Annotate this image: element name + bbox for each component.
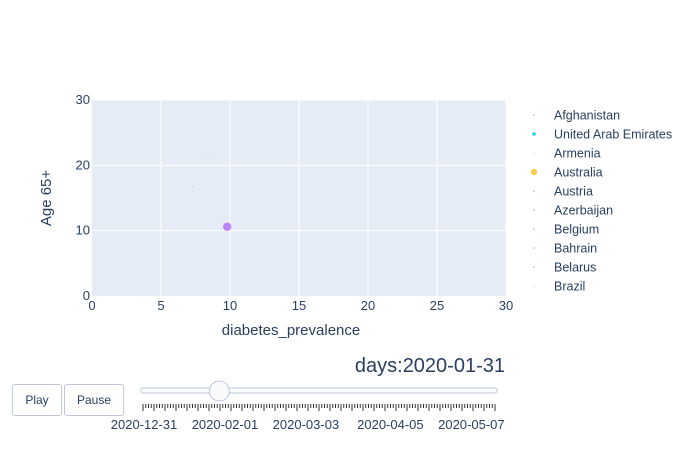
- slider-handle[interactable]: [208, 380, 230, 402]
- scatter-point: [191, 185, 194, 187]
- y-axis-title: Age 65+: [38, 170, 55, 227]
- slider-tick-label: 2020-04-05: [357, 417, 424, 432]
- legend-label: Australia: [554, 166, 603, 180]
- legend-item[interactable]: Belgium: [533, 223, 599, 237]
- slider-current-value: days:2020-01-31: [355, 355, 505, 377]
- slider-tick-label: 2020-03-03: [273, 417, 340, 432]
- legend-marker: [533, 266, 535, 268]
- play-button[interactable]: Play: [12, 384, 62, 416]
- legend-label: Austria: [554, 185, 593, 199]
- legend-item[interactable]: Australia: [530, 166, 603, 180]
- legend-marker: [533, 190, 535, 192]
- legend-label: Brazil: [554, 280, 585, 294]
- legend[interactable]: Afghanistan United Arab Emirates Armenia Au…: [530, 109, 672, 294]
- legend-item[interactable]: Brazil: [533, 280, 585, 294]
- y-tick-label: 30: [76, 92, 90, 107]
- legend-marker: [530, 168, 538, 176]
- legend-marker: [533, 209, 535, 211]
- x-tick-label: 10: [223, 298, 237, 313]
- slider-prefix: days:: [355, 355, 403, 377]
- legend-item[interactable]: Afghanistan: [533, 109, 620, 123]
- slider-tick-label: 2020-02-01: [192, 417, 259, 432]
- legend-item[interactable]: Austria: [533, 185, 593, 199]
- legend-marker: [532, 132, 536, 136]
- pause-button[interactable]: Pause: [64, 384, 124, 416]
- x-tick-label: 0: [88, 298, 95, 313]
- legend-label: Azerbaijan: [554, 204, 613, 218]
- x-tick-label: 25: [430, 298, 444, 313]
- date-slider[interactable]: days:2020-01-31 2020-12-31 2020-02-01 2020-…: [111, 355, 505, 432]
- legend-item[interactable]: Bahrain: [533, 242, 597, 256]
- slider-current-label: days:2020-01-31: [355, 355, 505, 377]
- legend-label: Belgium: [554, 223, 599, 237]
- y-tick-label: 10: [76, 223, 90, 238]
- legend-item[interactable]: Belarus: [533, 261, 596, 275]
- legend-label: Belarus: [554, 261, 596, 275]
- legend-label: United Arab Emirates: [554, 128, 672, 142]
- y-tick-label: 0: [83, 288, 90, 303]
- y-tick-label: 20: [76, 157, 90, 172]
- scatter-point: [222, 221, 232, 232]
- slider-value: 2020-01-31: [403, 355, 505, 377]
- x-axis-title: diabetes_prevalence: [222, 322, 360, 339]
- legend-label: Armenia: [554, 147, 601, 161]
- legend-item[interactable]: Azerbaijan: [533, 204, 613, 218]
- x-tick-label: 5: [157, 298, 164, 313]
- slider-tick-label: 2020-12-31: [111, 417, 178, 432]
- legend-marker: [533, 285, 535, 287]
- x-tick-label: 20: [361, 298, 375, 313]
- scatter-point: [207, 156, 209, 158]
- slider-tick-label: 2020-05-07: [438, 417, 505, 432]
- legend-marker: [533, 114, 535, 116]
- legend-item[interactable]: Armenia: [533, 147, 601, 161]
- plot-area: 0 5 10 15 20 25 30 0 10 20 30 diabetes_prevalence Ag…: [38, 92, 513, 339]
- legend-marker: [533, 228, 535, 230]
- x-tick-label: 30: [499, 298, 513, 313]
- legend-marker: [533, 247, 535, 249]
- x-tick-label: 15: [292, 298, 306, 313]
- legend-item[interactable]: United Arab Emirates: [532, 128, 672, 142]
- slider-rail[interactable]: [140, 387, 498, 394]
- legend-marker: [533, 152, 535, 154]
- legend-label: Bahrain: [554, 242, 597, 256]
- legend-label: Afghanistan: [554, 109, 620, 123]
